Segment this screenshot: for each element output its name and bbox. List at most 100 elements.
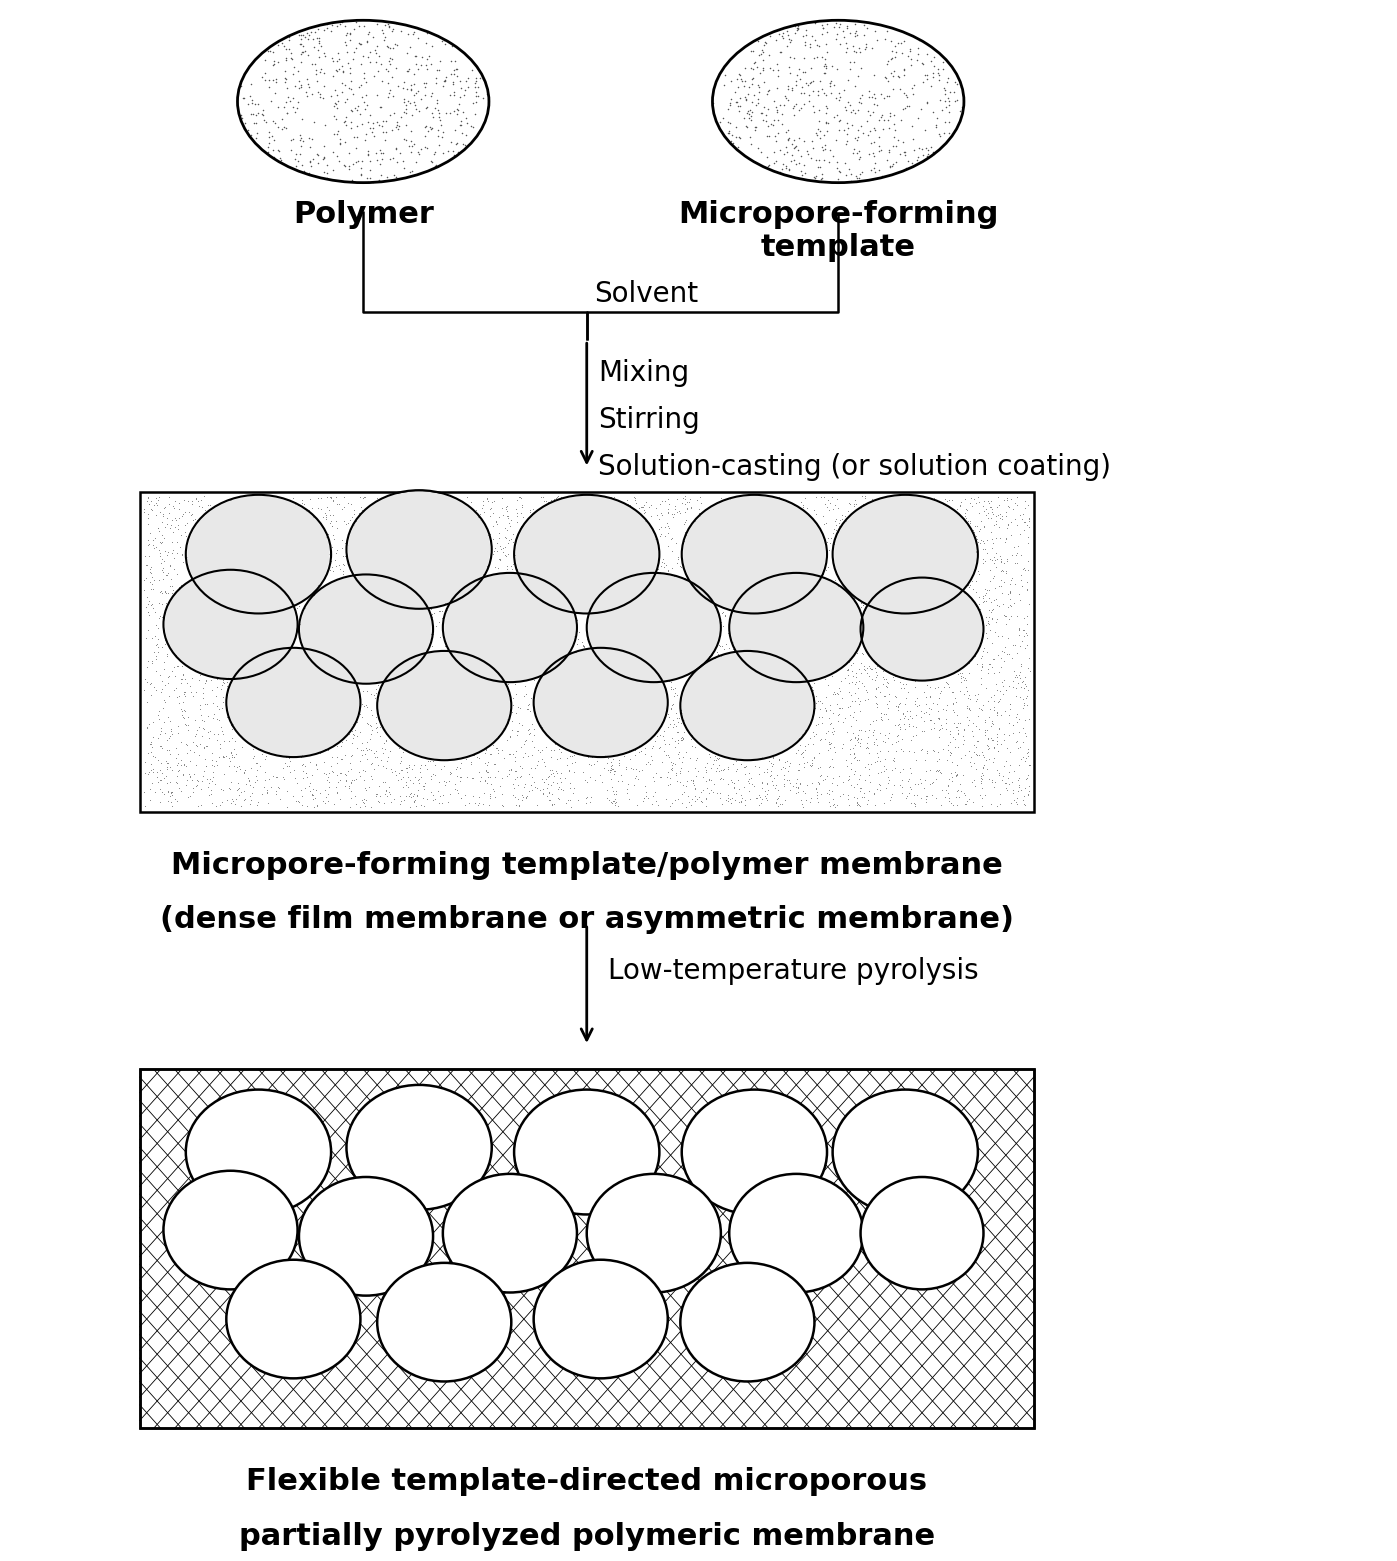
Point bbox=[749, 496, 771, 521]
Point bbox=[805, 451, 827, 476]
Point bbox=[940, 454, 963, 479]
Point bbox=[671, 654, 693, 679]
Point bbox=[260, 723, 282, 748]
Point bbox=[555, 737, 577, 762]
Point bbox=[168, 551, 190, 576]
Point bbox=[834, 87, 856, 112]
Point bbox=[548, 724, 570, 749]
Point bbox=[847, 514, 869, 539]
Point bbox=[467, 662, 489, 687]
Point bbox=[951, 500, 974, 524]
Point bbox=[379, 33, 401, 58]
Point bbox=[591, 500, 613, 524]
Point bbox=[817, 103, 840, 128]
Point bbox=[285, 684, 307, 709]
Point bbox=[430, 610, 453, 635]
Point bbox=[937, 564, 960, 588]
Point bbox=[760, 709, 782, 734]
Point bbox=[700, 465, 722, 490]
Point bbox=[426, 606, 448, 631]
Point bbox=[665, 495, 687, 520]
Point bbox=[686, 696, 708, 721]
Point bbox=[372, 670, 394, 695]
Point bbox=[323, 87, 345, 112]
Point bbox=[828, 100, 851, 125]
Point bbox=[141, 607, 163, 632]
Point bbox=[271, 637, 293, 662]
Point bbox=[420, 715, 443, 740]
Point bbox=[251, 598, 274, 623]
Point bbox=[780, 720, 802, 745]
Point bbox=[194, 471, 217, 496]
Point bbox=[275, 517, 298, 542]
Point bbox=[678, 571, 700, 596]
Point bbox=[401, 665, 423, 690]
Point bbox=[988, 468, 1010, 493]
Point bbox=[698, 514, 721, 539]
Point bbox=[390, 17, 412, 42]
Point bbox=[704, 693, 726, 718]
Point bbox=[299, 620, 321, 645]
Point bbox=[599, 524, 622, 549]
Point bbox=[584, 716, 606, 741]
Point bbox=[182, 493, 204, 518]
Point bbox=[858, 735, 880, 760]
Point bbox=[630, 531, 652, 556]
Point bbox=[444, 545, 467, 570]
Point bbox=[928, 524, 950, 549]
Point bbox=[453, 677, 475, 702]
Point bbox=[510, 712, 532, 737]
Point bbox=[644, 523, 666, 548]
Point bbox=[936, 601, 958, 626]
Point bbox=[376, 153, 398, 178]
Point bbox=[140, 701, 162, 726]
Point bbox=[397, 487, 419, 512]
Point bbox=[415, 28, 437, 53]
Point bbox=[219, 718, 242, 743]
Point bbox=[587, 498, 609, 523]
Point bbox=[275, 554, 298, 579]
Point bbox=[814, 87, 837, 112]
Point bbox=[740, 535, 763, 560]
Point bbox=[256, 546, 278, 571]
Point bbox=[285, 524, 307, 549]
Point bbox=[215, 549, 237, 574]
Point bbox=[513, 723, 535, 748]
Point bbox=[978, 607, 1000, 632]
Point bbox=[995, 718, 1017, 743]
Point bbox=[341, 517, 363, 542]
Point bbox=[643, 612, 665, 637]
Point bbox=[928, 478, 950, 503]
Point bbox=[525, 724, 548, 749]
Point bbox=[763, 485, 785, 510]
Point bbox=[320, 453, 342, 478]
Point bbox=[763, 479, 785, 504]
Point bbox=[746, 734, 768, 759]
Point bbox=[890, 507, 912, 532]
Point bbox=[974, 731, 996, 756]
Point bbox=[187, 579, 210, 604]
Point bbox=[388, 521, 411, 546]
Point bbox=[344, 89, 366, 114]
Point bbox=[1006, 626, 1028, 651]
Point bbox=[608, 506, 630, 531]
Point bbox=[394, 732, 416, 757]
Point bbox=[771, 613, 793, 638]
Point bbox=[888, 506, 911, 531]
Point bbox=[407, 637, 429, 662]
Point bbox=[996, 453, 1018, 478]
Point bbox=[703, 462, 725, 487]
Point bbox=[793, 500, 816, 524]
Point bbox=[898, 534, 921, 559]
Point bbox=[352, 501, 374, 526]
Point bbox=[367, 105, 390, 130]
Point bbox=[222, 571, 244, 596]
Point bbox=[279, 503, 302, 528]
Point bbox=[208, 695, 231, 720]
Point bbox=[298, 556, 320, 581]
Point bbox=[904, 553, 926, 578]
Point bbox=[478, 740, 500, 765]
Point bbox=[711, 631, 733, 656]
Point bbox=[377, 542, 400, 567]
Point bbox=[866, 649, 888, 674]
